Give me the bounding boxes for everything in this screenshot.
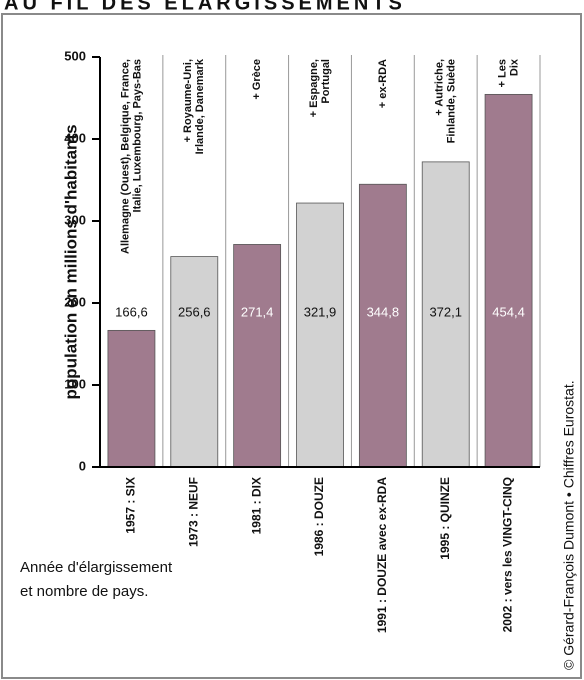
x-tick-label: 1973 : NEUF xyxy=(186,477,200,547)
bar xyxy=(233,244,282,468)
annotation: + Les xyxy=(496,59,508,87)
note: et nombre de pays. xyxy=(20,583,148,600)
x-tick-label: 1991 : DOUZE avec ex-RDA xyxy=(375,477,389,633)
y-tick-label: 100 xyxy=(64,376,86,391)
bar xyxy=(296,202,344,468)
annotation: Irlande, Danemark xyxy=(194,58,206,154)
credit: © Gérard-François Dumont • Chiffres Euro… xyxy=(561,380,577,670)
value-label: 344,8 xyxy=(367,304,400,319)
annotation: Portugal xyxy=(320,59,332,104)
frame xyxy=(1,13,582,679)
annotation: Allemagne (Ouest), Belgique, France, xyxy=(119,59,131,254)
annotation: + Autriche, xyxy=(434,59,446,116)
x-tick-label: 1957 : SIX xyxy=(124,477,138,534)
annotation: + Espagne, xyxy=(308,59,320,117)
bar xyxy=(484,93,533,468)
x-tick-label: 1986 : DOUZE xyxy=(312,477,326,556)
value-label: 321,9 xyxy=(304,304,337,319)
x-tick-label: 2002 : vers les VINGT-CINQ xyxy=(501,477,515,632)
value-label: 454,4 xyxy=(492,304,525,319)
x-tick-label: 1981 : DIX xyxy=(249,477,263,534)
y-tick-label: 500 xyxy=(64,48,86,63)
annotation: + Grèce xyxy=(251,59,263,100)
annotation: Finlande, Suède xyxy=(446,59,458,143)
y-tick-label: 400 xyxy=(64,130,86,145)
annotation: Italie, Luxembourg, Pays-Bas xyxy=(131,59,143,212)
value-label: 372,1 xyxy=(429,304,462,319)
value-label: 256,6 xyxy=(178,304,211,319)
bar xyxy=(170,256,219,468)
y-tick-label: 300 xyxy=(64,212,86,227)
y-axis-label: population en millions d'habitants xyxy=(61,124,80,399)
y-tick-label: 200 xyxy=(64,294,86,309)
note: Année d'élargissement xyxy=(20,559,173,576)
annotation: + ex-RDA xyxy=(377,59,389,108)
bar xyxy=(358,183,407,468)
bar xyxy=(107,329,156,468)
annotation: + Royaume-Uni, xyxy=(182,59,194,142)
annotation: Dix xyxy=(508,58,520,76)
chart-title: AU FIL DES ÉLARGISSEMENTS xyxy=(4,0,406,14)
y-tick-label: 0 xyxy=(79,458,86,473)
value-label: 166,6 xyxy=(115,304,148,319)
x-tick-label: 1995 : QUINZE xyxy=(438,477,452,560)
value-label: 271,4 xyxy=(241,304,274,319)
